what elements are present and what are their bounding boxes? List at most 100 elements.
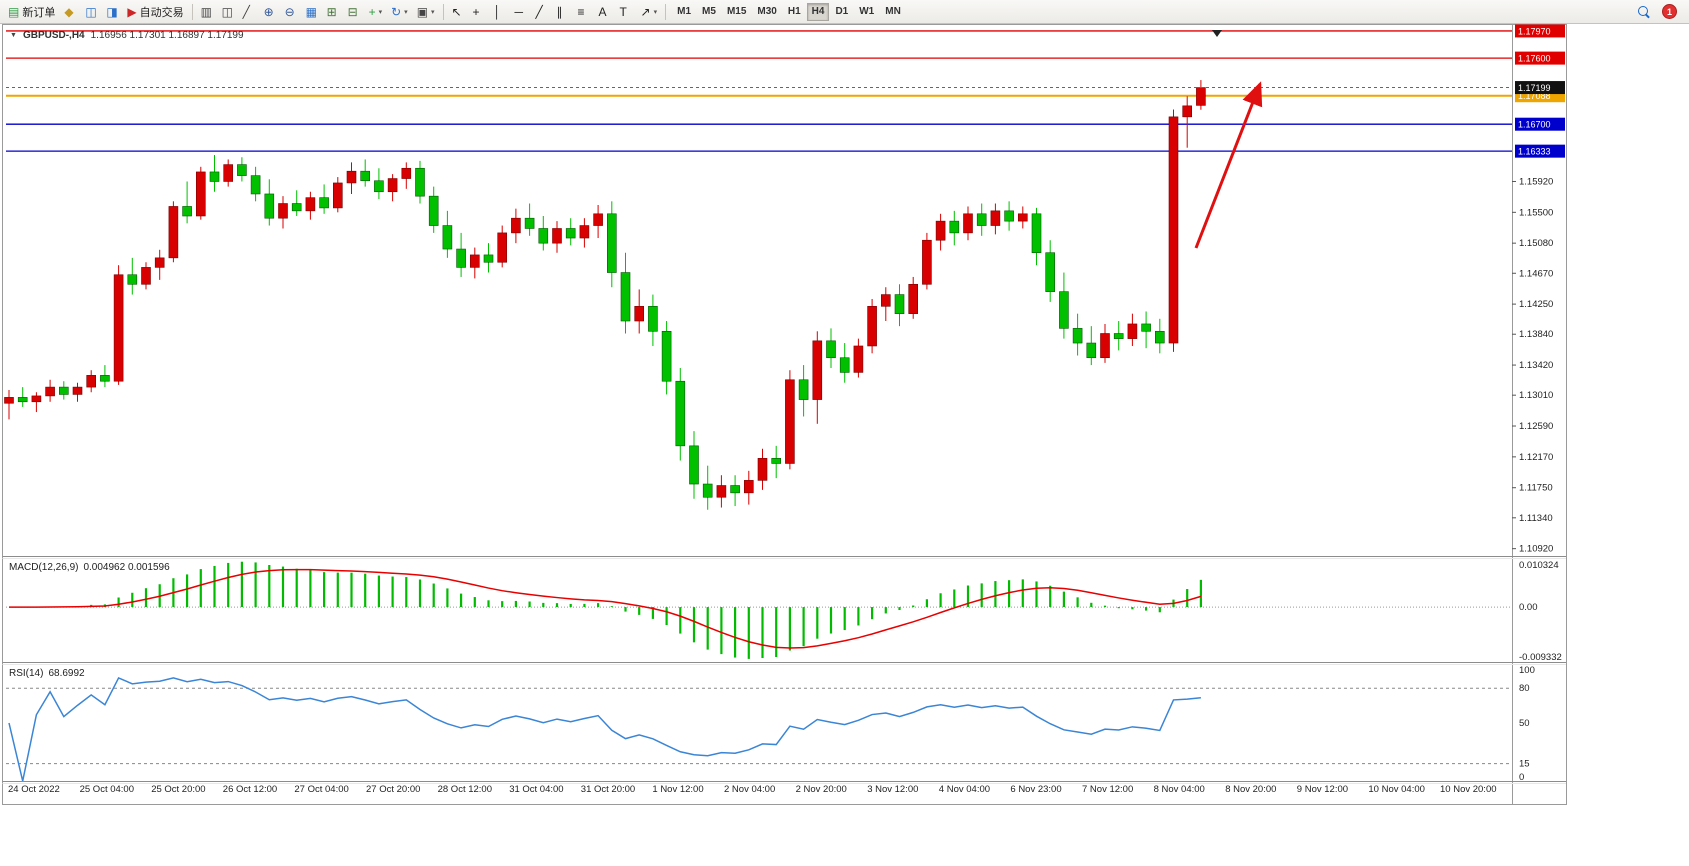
cycle-chart-icon: ↻ [391,4,402,19]
time-axis-label: 8 Nov 04:00 [1154,784,1205,795]
rsi-line [8,676,1201,782]
chart-shift-marker[interactable] [1212,30,1222,37]
timeframe-m5[interactable]: M5 [697,3,721,21]
chevron-down-icon: ▾ [653,8,658,16]
horizontal-line-icon: ─ [514,4,524,19]
collapse-indicator-icon[interactable]: ▼ [10,32,17,39]
label-icon: T [619,4,627,19]
vertical-line-icon: │ [493,4,502,19]
channel-button[interactable]: ∥ [553,2,573,22]
fibonacci-button[interactable]: ≡ [574,2,594,22]
arrange-button[interactable]: ⊞ [323,2,343,22]
candlestick-button[interactable]: ◫ [218,2,238,22]
time-axis-label: 26 Oct 12:00 [223,784,277,795]
price-badge-label: 1.17199 [1518,83,1551,93]
toolbar-separator [191,3,193,20]
timeframe-m30[interactable]: M30 [752,3,781,21]
timeframe-d1[interactable]: D1 [830,3,853,21]
arrange-icon: ⊞ [326,4,337,19]
macd-scale-top: 0.010324 [1519,560,1559,571]
time-axis-label: 3 Nov 12:00 [867,784,918,795]
toolbar-items: ▤ 新订单 ◆ ◫ ◨ ▶ 自动交易 ▥ ◫ ╱ ⊕ ⊖ ▦ ⊞ ⊟ + ▾ ↻ ▾ ▣ ▾ ↖ + │ ─ ╱ ∥ ≡ A T ↗ ▾ [4,2,669,22]
template-button[interactable]: ▣ ▾ [413,2,439,22]
metaeditor-button[interactable]: ◆ [60,2,80,22]
search-icon [1638,5,1650,18]
zoom-out-button[interactable]: ⊖ [281,2,301,22]
chevron-down-icon: ▾ [431,8,435,16]
bar-chart-button[interactable]: ▥ [197,2,217,22]
time-axis-label: 2 Nov 20:00 [796,784,847,795]
price-badge-1.17600 [1515,51,1565,65]
chart-title-overlay: ▼ GBPUSD-,H4 1.16956 1.17301 1.16897 1.1… [10,30,244,41]
price-badge-1.16700 [1515,117,1565,131]
time-axis-label: 10 Nov 04:00 [1368,784,1425,795]
cascade-icon: ⊟ [347,4,358,19]
trendline-button[interactable]: ╱ [532,2,552,22]
zoom-in-button[interactable]: ⊕ [260,2,280,22]
chevron-down-icon: ▾ [404,8,408,16]
search-button[interactable] [1634,2,1654,22]
macd-pane-label: MACD(12,26,9) 0.004962 0.001596 [9,562,170,573]
time-axis-label: 25 Oct 04:00 [80,784,134,795]
time-axis-label: 31 Oct 20:00 [581,784,635,795]
arrows-icon: ↗ [640,4,651,19]
toolbar-separator [442,3,444,20]
timeframe-mn[interactable]: MN [880,3,906,21]
new-chart-button[interactable]: + ▾ [365,2,387,22]
text-button[interactable]: A [595,2,615,22]
candlestick-icon: ◫ [221,4,233,19]
vertical-line-button[interactable]: │ [490,2,510,22]
arrows-button[interactable]: ↗ ▾ [637,2,662,22]
time-axis-label: 10 Nov 20:00 [1440,784,1497,795]
alerts-badge[interactable]: 1 [1662,4,1677,19]
autotrade-icon: ▶ [127,4,137,19]
line-chart-button[interactable]: ╱ [239,2,259,22]
time-axis-label: 4 Nov 04:00 [939,784,990,795]
crosshair-button[interactable]: + [469,2,489,22]
macd-scale-zero: 0.00 [1519,602,1538,613]
label-button[interactable]: T [616,2,636,22]
timeframe-h4[interactable]: H4 [806,2,830,21]
terminal-button[interactable]: ◨ [102,2,122,22]
chart-symbol-period: GBPUSD-,H4 [22,30,85,41]
tile-windows-button[interactable]: ▦ [302,2,322,22]
price-axis-label: 1.12590 [1519,421,1553,432]
rsi-scale-label: 100 [1519,665,1535,676]
time-axis-label: 31 Oct 04:00 [509,784,563,795]
timeframe-m1[interactable]: M1 [672,3,696,21]
cycle-chart-button[interactable]: ↻ ▾ [387,2,412,22]
price-badge-1.16333 [1515,144,1565,158]
timeframe-m15[interactable]: M15 [722,3,751,21]
autotrade-button[interactable]: ▶ 自动交易 [123,2,187,22]
rsi-indicator-name: RSI(14) [9,668,44,679]
macd-indicator-name: MACD(12,26,9) [9,562,79,573]
time-axis-label: 7 Nov 12:00 [1082,784,1133,795]
price-badge-1.17199 [1515,81,1565,95]
time-axis-label: 27 Oct 20:00 [366,784,420,795]
price-axis-label: 1.13840 [1519,329,1553,340]
metaeditor-icon: ◆ [64,4,74,19]
timeframe-h1[interactable]: H1 [783,3,806,21]
macd-scale-bottom: -0.009332 [1519,652,1562,663]
timeframe-w1[interactable]: W1 [854,3,879,21]
new-order-button[interactable]: ▤ 新订单 [4,2,59,22]
fibonacci-icon: ≡ [577,4,585,19]
cascade-button[interactable]: ⊟ [344,2,364,22]
navigator-button[interactable]: ◫ [81,2,101,22]
chevron-down-icon: ▾ [378,8,383,16]
main-toolbar: ▤ 新订单 ◆ ◫ ◨ ▶ 自动交易 ▥ ◫ ╱ ⊕ ⊖ ▦ ⊞ ⊟ + ▾ ↻ ▾ ▣ ▾ ↖ + │ ─ ╱ ∥ ≡ A T ↗ ▾ M1… [0,0,1689,24]
new-order-button-label: 新订单 [22,6,56,19]
price-axis-label: 1.13420 [1519,360,1553,371]
time-axis-label: 1 Nov 12:00 [652,784,703,795]
new-order-icon: ▤ [8,4,20,19]
price-axis-label: 1.15500 [1519,207,1553,218]
new-chart-icon: + [368,4,376,19]
candlestick-series [4,80,1206,510]
rsi-scale-label: 80 [1519,683,1530,694]
horizontal-line-button[interactable]: ─ [511,2,531,22]
trend-arrow-annotation[interactable] [1194,81,1263,249]
rsi-scale-label: 15 [1519,759,1530,770]
cursor-button[interactable]: ↖ [448,2,468,22]
toolbar-right: 1 [1634,2,1685,22]
chart-canvas[interactable]: 1.17970 1.17600 1.17088 1.16700 1.16333 1.171… [0,24,1689,866]
